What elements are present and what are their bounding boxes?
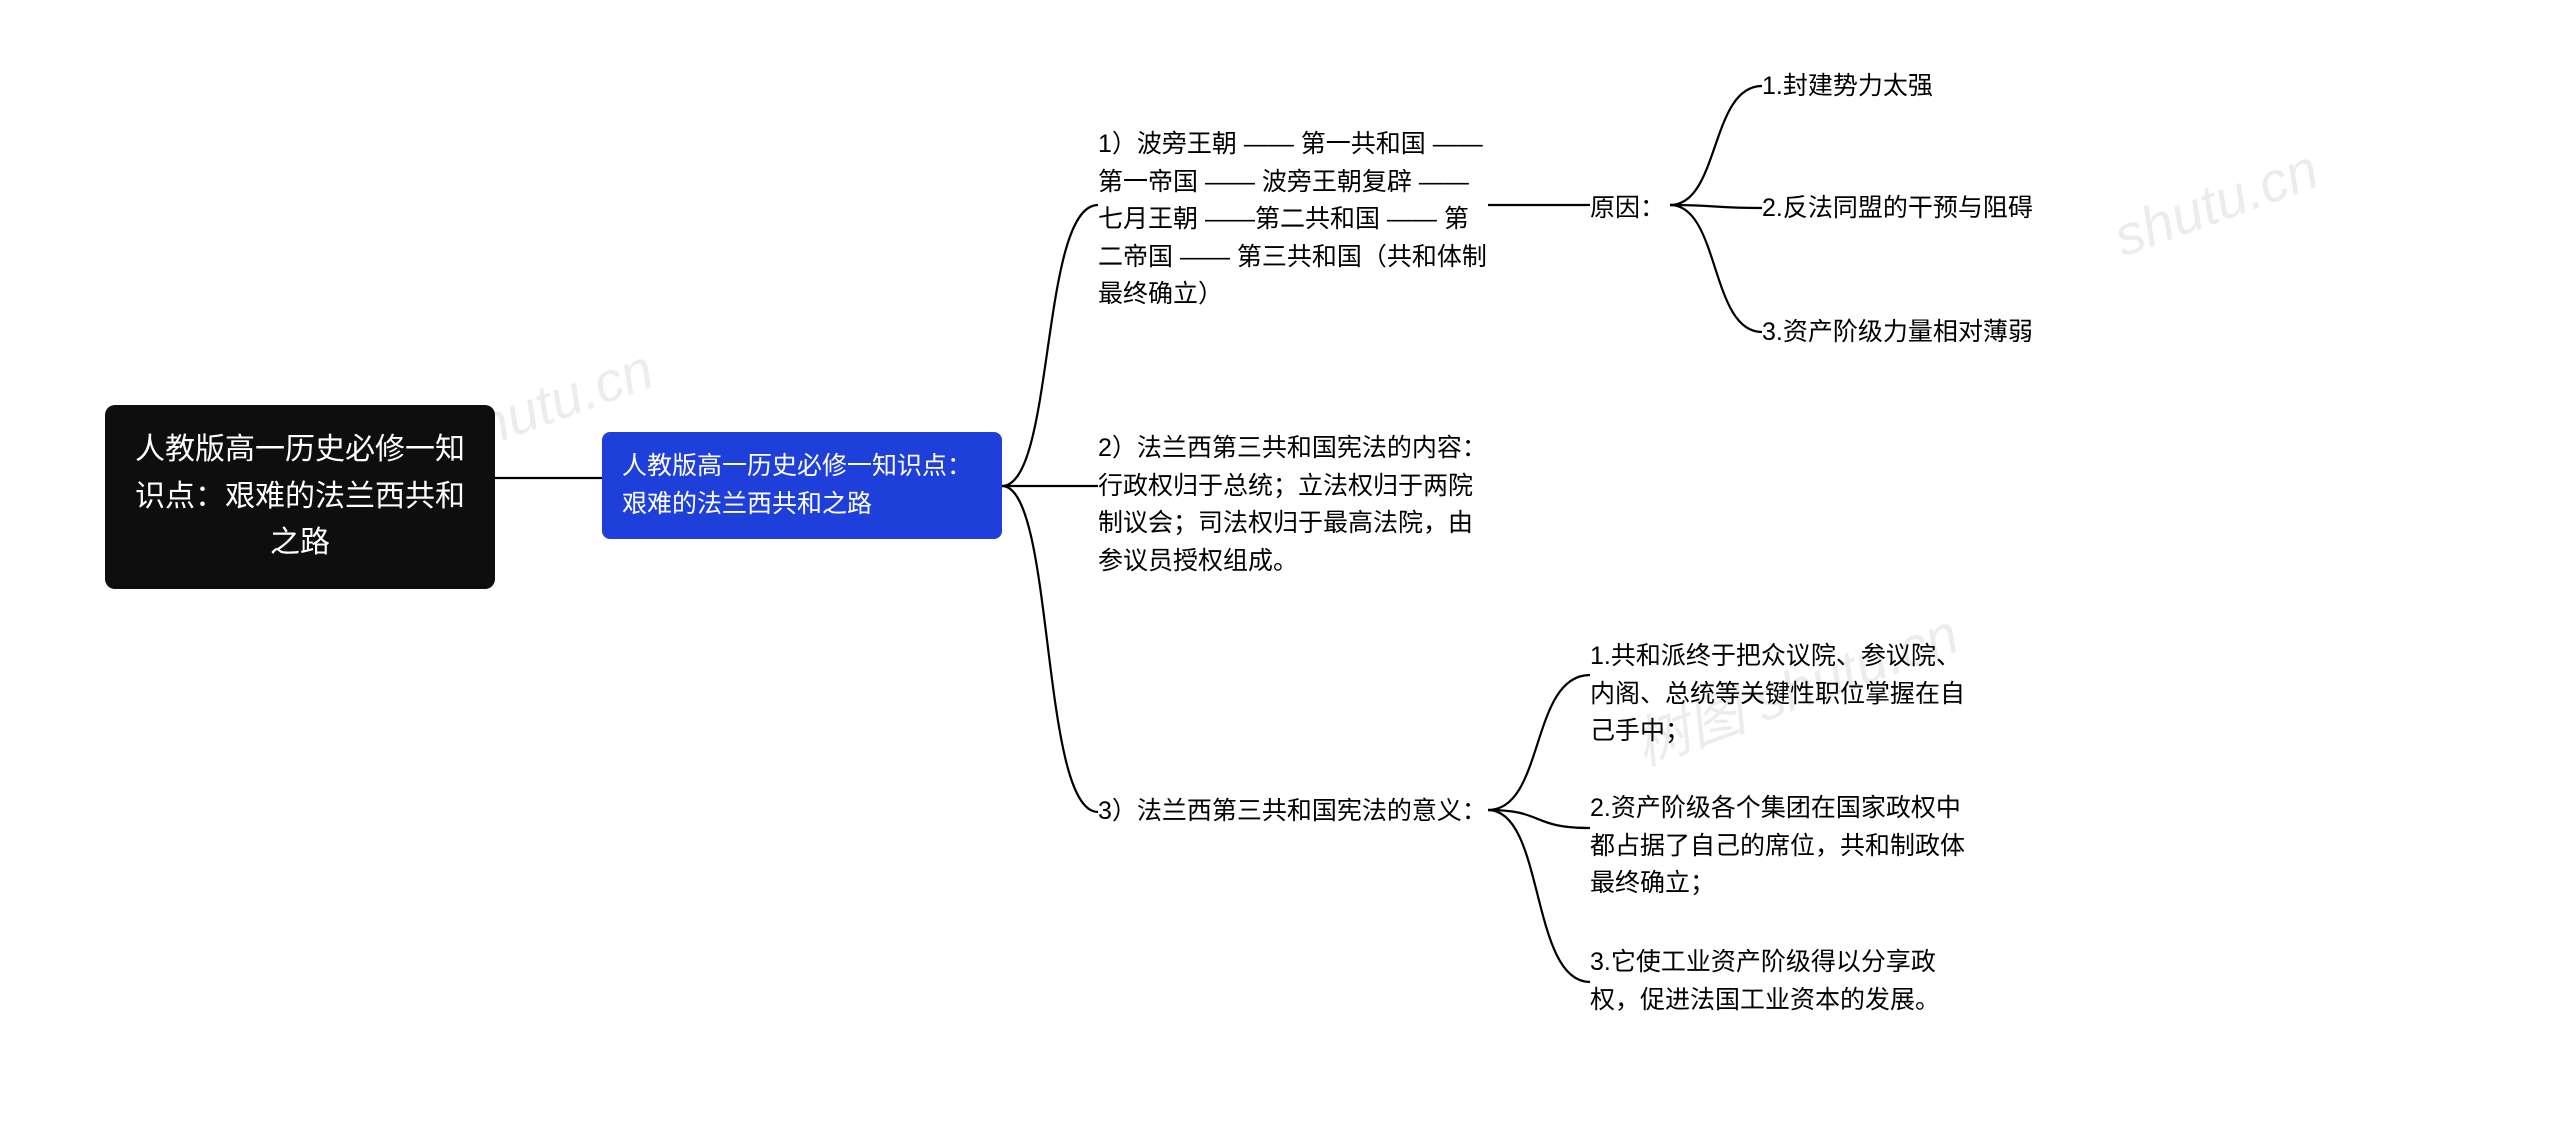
branch-1-child-1[interactable]: 1.封建势力太强 (1762, 68, 1972, 106)
branch-3-child-1[interactable]: 1.共和派终于把众议院、参议院、内阁、总统等关键性职位掌握在自己手中； (1590, 638, 1980, 751)
edge-b3-c3 (1488, 810, 1590, 982)
branch-3-child-2-text: 2.资产阶级各个集团在国家政权中都占据了自己的席位，共和制政体最终确立； (1590, 794, 1965, 897)
edge-b3-c1 (1488, 675, 1590, 810)
branch-1-child-3[interactable]: 3.资产阶级力量相对薄弱 (1762, 314, 2062, 352)
edge-b3-c2 (1488, 810, 1590, 828)
branch-1-text: 1）波旁王朝 —— 第一共和国 —— 第一帝国 —— 波旁王朝复辟 —— 七月王… (1098, 130, 1487, 308)
branch-3-child-3[interactable]: 3.它使工业资产阶级得以分享政权，促进法国工业资本的发展。 (1590, 944, 1980, 1019)
branch-3-text: 3）法兰西第三共和国宪法的意义： (1098, 797, 1487, 825)
branch-3[interactable]: 3）法兰西第三共和国宪法的意义： (1098, 793, 1488, 831)
branch-1-child-2-text: 2.反法同盟的干预与阻碍 (1762, 194, 2033, 222)
mindmap-subroot-node[interactable]: 人教版高一历史必修一知识点：艰难的法兰西共和之路 (602, 432, 1002, 539)
edge-cause-c1 (1670, 86, 1762, 205)
subroot-node-text: 人教版高一历史必修一知识点：艰难的法兰西共和之路 (622, 452, 972, 518)
branch-1-child-1-text: 1.封建势力太强 (1762, 72, 1933, 100)
root-node-text: 人教版高一历史必修一知识点：艰难的法兰西共和之路 (135, 433, 465, 559)
mindmap-root-node[interactable]: 人教版高一历史必修一知识点：艰难的法兰西共和之路 (105, 405, 495, 589)
edge-sub-b1 (1002, 205, 1098, 486)
edge-cause-c3 (1670, 205, 1762, 332)
branch-3-child-3-text: 3.它使工业资产阶级得以分享政权，促进法国工业资本的发展。 (1590, 948, 1940, 1014)
edge-cause-c2 (1670, 205, 1762, 208)
branch-1-cause-label[interactable]: 原因： (1590, 190, 1670, 228)
watermark: shutu.cn (2105, 136, 2326, 269)
branch-1-child-2[interactable]: 2.反法同盟的干预与阻碍 (1762, 190, 2062, 228)
branch-1-cause-text: 原因： (1590, 194, 1665, 222)
branch-3-child-1-text: 1.共和派终于把众议院、参议院、内阁、总统等关键性职位掌握在自己手中； (1590, 642, 1965, 745)
branch-2[interactable]: 2）法兰西第三共和国宪法的内容：行政权归于总统；立法权归于两院制议会；司法权归于… (1098, 430, 1488, 580)
branch-1[interactable]: 1）波旁王朝 —— 第一共和国 —— 第一帝国 —— 波旁王朝复辟 —— 七月王… (1098, 126, 1488, 314)
branch-3-child-2[interactable]: 2.资产阶级各个集团在国家政权中都占据了自己的席位，共和制政体最终确立； (1590, 790, 1980, 903)
branch-2-text: 2）法兰西第三共和国宪法的内容：行政权归于总统；立法权归于两院制议会；司法权归于… (1098, 434, 1487, 575)
branch-1-child-3-text: 3.资产阶级力量相对薄弱 (1762, 318, 2033, 346)
edge-sub-b3 (1002, 486, 1098, 812)
